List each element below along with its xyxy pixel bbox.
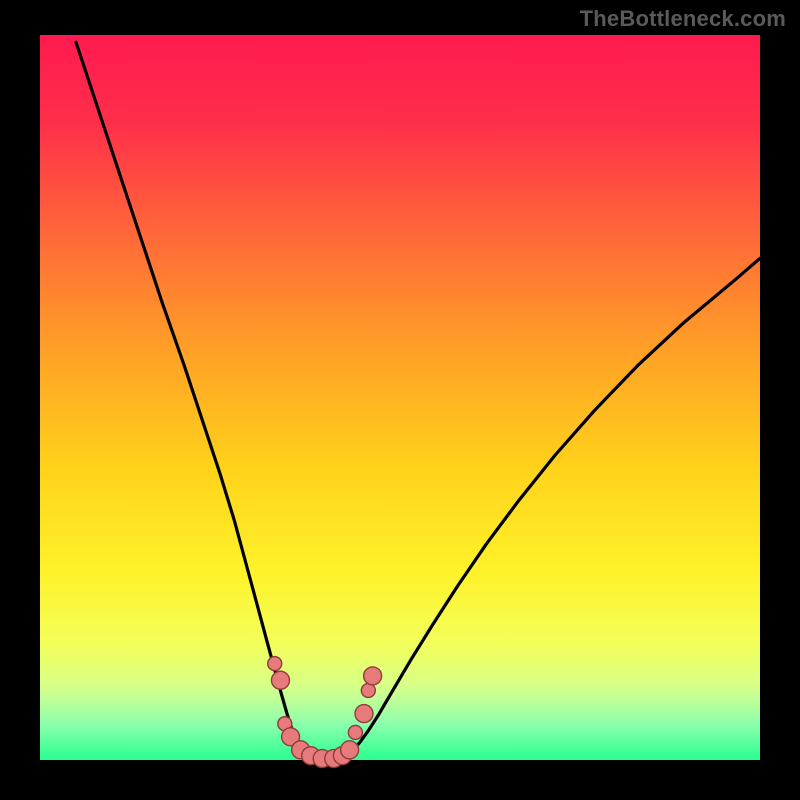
plot-background: [40, 35, 760, 760]
data-marker: [341, 741, 359, 759]
chart-frame: TheBottleneck.com: [0, 0, 800, 800]
bottleneck-chart: [0, 0, 800, 800]
data-marker: [268, 657, 282, 671]
data-marker: [364, 667, 382, 685]
data-marker: [355, 705, 373, 723]
watermark-text: TheBottleneck.com: [580, 6, 786, 32]
data-marker: [271, 671, 289, 689]
data-marker: [348, 725, 362, 739]
